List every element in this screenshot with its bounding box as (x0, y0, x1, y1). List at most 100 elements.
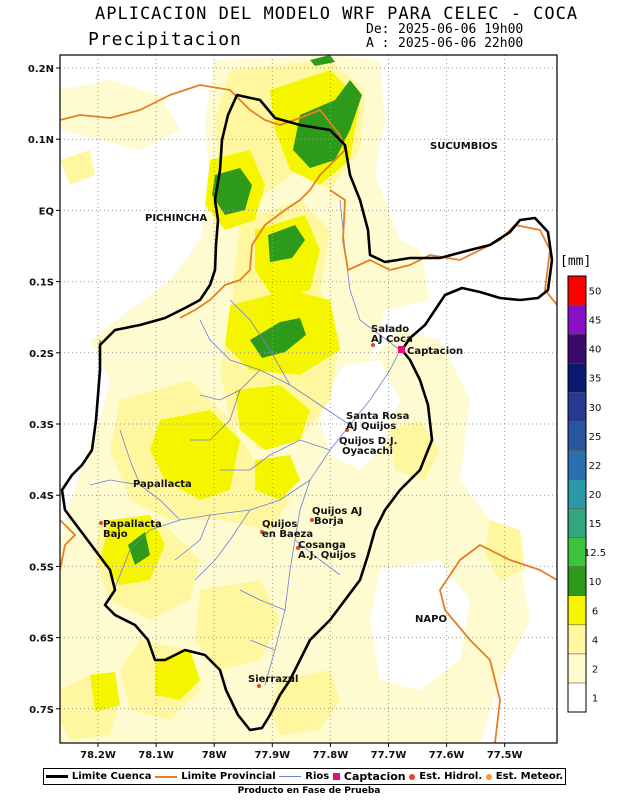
date-to: A : 2025-06-06 22h00 (366, 36, 523, 51)
place-labels: Salado AJ Coca Captacion Santa Rosa AJ Q… (103, 324, 463, 685)
colorbar-swatch (567, 392, 587, 422)
label-papallacta: Papallacta (133, 479, 192, 490)
lat-tick-label: 0.6S (29, 634, 54, 645)
colorbar-swatch (567, 333, 587, 364)
colorbar-swatch (567, 421, 587, 451)
lat-tick-label: EQ (39, 206, 54, 217)
colorbar-tick-label: 12.5 (584, 548, 606, 559)
basin-boundary (60, 93, 554, 732)
lon-tick-label: 77.5W (487, 750, 523, 761)
lat-tick-label: 0.1S (29, 278, 54, 289)
label-quijos-dj: Quijos D.J. (339, 436, 397, 447)
map-canvas: SUCUMBIOS PICHINCHA NAPO Salado AJ Coca … (60, 55, 557, 743)
station-quijos-aj-borja[interactable] (310, 518, 314, 522)
station-papallacta-bajo[interactable] (99, 521, 103, 525)
lon-tick-label: 77.6W (429, 750, 465, 761)
river-line-swatch (279, 776, 302, 777)
colorbar-unit: [mm] (560, 254, 592, 269)
lat-tick-label: 0.2S (29, 349, 54, 360)
lon-tick-label: 77.8W (313, 750, 349, 761)
captacion-swatch (332, 773, 340, 780)
legend-captacion: Captacion (332, 770, 406, 783)
province-line-swatch (155, 775, 178, 778)
label-cosanga: Cosanga (298, 540, 346, 551)
colorbar-swatch (567, 595, 587, 626)
lon-tick-label: 78.2W (80, 750, 116, 761)
legend-province: Limite Provincial (155, 771, 276, 782)
lon-tick-label: 77.7W (371, 750, 407, 761)
label-quijos-aj: Quijos AJ (312, 506, 362, 517)
label-papallacta-bajo-1: Papallacta (103, 519, 162, 530)
colorbar-swatch (567, 479, 587, 509)
region-napo: NAPO (415, 614, 447, 625)
hydro-swatch (409, 773, 416, 780)
meteo-swatch (485, 773, 492, 780)
lon-tick-label: 77.9W (254, 750, 290, 761)
legend-meteo: Est. Meteor. (485, 771, 564, 782)
label-aj-coca: AJ Coca (371, 334, 413, 345)
lat-tick-label: 0.4S (29, 491, 54, 502)
colorbar-tick-label: 1 (592, 693, 598, 704)
lat-tick-label: 0.3S (29, 420, 54, 431)
label-papallacta-bajo-2: Bajo (103, 529, 128, 540)
lat-tick-label: 0.7S (29, 705, 54, 716)
footer-note: Producto en Fase de Prueba (237, 786, 381, 796)
station-salado[interactable] (371, 343, 375, 347)
colorbar-tick-label: 45 (589, 316, 602, 327)
label-en-baeza: en Baeza (262, 529, 313, 540)
legend-rivers-label: Rios (305, 771, 330, 782)
label-santa-rosa: Santa Rosa (346, 411, 409, 422)
colorbar-tick-label: 40 (589, 345, 602, 356)
station-santa-rosa[interactable] (345, 428, 349, 432)
colorbar-tick-label: 22 (589, 461, 602, 472)
colorbar-swatch (567, 304, 587, 335)
label-sierrazul: Sierrazul (248, 674, 298, 685)
colorbar-tick-label: 35 (589, 374, 602, 385)
legend-hydro: Est. Hidrol. (409, 771, 482, 782)
map-subtitle: Precipitacion (88, 29, 242, 50)
date-from-value: 2025-06-06 19h00 (398, 22, 524, 37)
colorbar-tick-label: 25 (589, 432, 602, 443)
lon-tick-label: 78.1W (138, 750, 174, 761)
map-title: APLICACION DEL MODELO WRF PARA CELEC - C… (95, 4, 579, 24)
legend-hydro-label: Est. Hidrol. (419, 771, 483, 782)
label-borja: Borja (314, 516, 344, 527)
lat-tick-label: 0.1N (28, 135, 54, 146)
colorbar-tick-label: 30 (589, 403, 602, 414)
colorbar-swatch (567, 362, 587, 393)
colorbar-tick-label: 6 (592, 606, 598, 617)
label-aj-quijos-2: A.J. Quijos (298, 550, 356, 561)
legend-rivers: Rios (279, 771, 329, 782)
colorbar-tick-label: 2 (592, 664, 598, 675)
date-to-value: 2025-06-06 22h00 (398, 36, 524, 51)
region-sucumbios: SUCUMBIOS (430, 141, 498, 152)
colorbar-swatch (567, 682, 587, 713)
station-quijos-baeza[interactable] (260, 530, 264, 534)
lat-tick-label: 0.2N (28, 64, 54, 75)
map-legend: Limite Cuenca Limite Provincial Rios Cap… (43, 768, 566, 785)
label-quijos-en: Quijos (262, 519, 297, 530)
date-to-label: A : (366, 36, 390, 51)
precip-gap (320, 150, 557, 690)
colorbar-tick-label: 20 (589, 490, 602, 501)
map-frame (59, 54, 558, 744)
region-pichincha: PICHINCHA (145, 213, 208, 224)
colorbar-tick-label: 4 (592, 635, 598, 646)
colorbar-swatch (567, 566, 587, 596)
lon-tick-label: 78W (202, 750, 227, 761)
captacion-marker[interactable] (398, 346, 405, 353)
legend-meteo-label: Est. Meteor. (495, 771, 564, 782)
legend-basin: Limite Cuenca (45, 771, 152, 782)
basin-line-swatch (45, 775, 68, 778)
lat-tick-label: 0.5S (29, 562, 54, 573)
station-sierrazul[interactable] (257, 684, 261, 688)
colorbar-tick-label: 50 (589, 287, 602, 298)
colorbar-tick-label: 10 (589, 577, 602, 588)
precip-layer-green (128, 55, 362, 565)
colorbar-swatch (567, 508, 587, 538)
station-cosanga[interactable] (296, 546, 300, 550)
legend-province-label: Limite Provincial (181, 771, 276, 782)
longitude-axis: 78.2W 78.1W 78W 77.9W 77.8W 77.7W 77.6W 77.5W (80, 743, 523, 761)
label-salado: Salado (371, 324, 409, 335)
